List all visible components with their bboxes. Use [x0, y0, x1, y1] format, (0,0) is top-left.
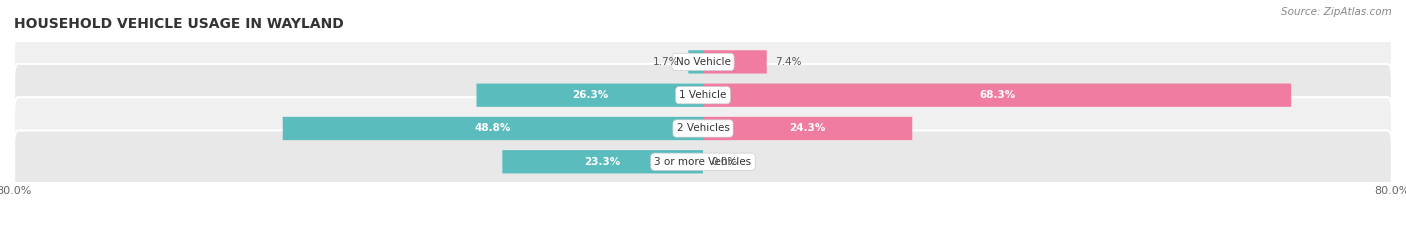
Text: 0.0%: 0.0%	[711, 157, 738, 167]
Text: No Vehicle: No Vehicle	[675, 57, 731, 67]
FancyBboxPatch shape	[703, 84, 1291, 107]
Text: HOUSEHOLD VEHICLE USAGE IN WAYLAND: HOUSEHOLD VEHICLE USAGE IN WAYLAND	[14, 17, 344, 31]
Text: 1.7%: 1.7%	[654, 57, 679, 67]
Text: 23.3%: 23.3%	[585, 157, 621, 167]
FancyBboxPatch shape	[703, 50, 766, 74]
FancyBboxPatch shape	[14, 64, 1392, 127]
FancyBboxPatch shape	[703, 117, 912, 140]
FancyBboxPatch shape	[283, 117, 703, 140]
Text: 3 or more Vehicles: 3 or more Vehicles	[654, 157, 752, 167]
Text: 24.3%: 24.3%	[789, 123, 825, 134]
FancyBboxPatch shape	[14, 97, 1392, 160]
Text: 48.8%: 48.8%	[475, 123, 510, 134]
Text: 1 Vehicle: 1 Vehicle	[679, 90, 727, 100]
FancyBboxPatch shape	[477, 84, 703, 107]
Text: 7.4%: 7.4%	[775, 57, 801, 67]
Text: 68.3%: 68.3%	[979, 90, 1015, 100]
Text: Source: ZipAtlas.com: Source: ZipAtlas.com	[1281, 7, 1392, 17]
Text: 2 Vehicles: 2 Vehicles	[676, 123, 730, 134]
FancyBboxPatch shape	[14, 31, 1392, 93]
FancyBboxPatch shape	[689, 50, 703, 74]
FancyBboxPatch shape	[502, 150, 703, 173]
Text: 26.3%: 26.3%	[572, 90, 607, 100]
FancyBboxPatch shape	[14, 130, 1392, 193]
